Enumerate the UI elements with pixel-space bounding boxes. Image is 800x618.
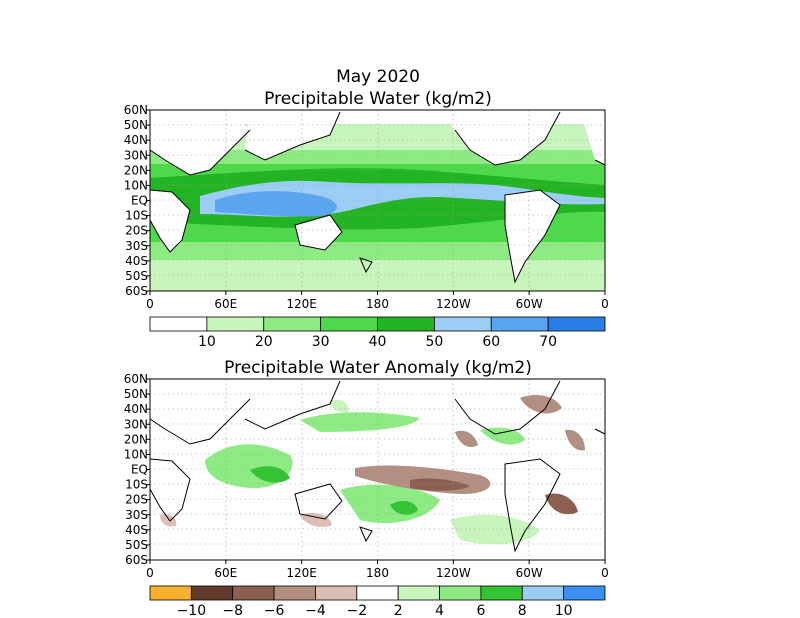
top-lat-label: 50N [124,118,148,132]
figure-title: May 2020 [336,67,420,87]
top-colorbar-swatch [206,316,265,332]
bottom-colorbar-label: −4 [305,603,326,618]
bottom-lat-label: 20N [124,432,148,446]
bottom-lat-label: 40N [124,402,148,416]
bottom-lat-label: 40S [125,523,148,537]
bottom-colorbar-label: −8 [222,603,243,618]
bottom-colorbar-label: 8 [518,603,527,618]
top-lat-label: 30N [124,148,148,162]
top-colorbar-swatch [547,316,606,332]
bottom-lat-label: 50S [125,538,148,552]
top-lat-label: 20N [124,163,148,177]
top-colorbar-label: 60 [482,334,500,350]
top-colorbar-label: 70 [539,334,557,350]
top-colorbar-swatch [490,316,549,332]
top-lon-label: 0 [601,297,609,311]
top-colorbar-label: 40 [369,334,387,350]
top-lat-label: 20S [125,224,148,238]
top-map-gridlines [150,110,605,291]
bottom-colorbar-label: 4 [435,603,444,618]
bottom-colorbar-swatch [273,585,316,601]
bottom-colorbar-swatch [190,585,234,601]
top-colorbar-swatch [263,316,322,332]
bottom-lat-label: 10S [125,478,148,492]
bottom-colorbar-swatch [315,585,358,601]
bottom-lat-label: EQ [131,463,148,477]
bottom-lon-label: 60E [214,566,237,580]
top-lon-label: 180 [366,297,389,311]
bottom-lon-label: 120W [436,566,471,580]
top-colorbar: 10 20 30 40 50 60 70 [149,316,606,350]
bottom-colorbar-swatch [149,585,192,601]
top-colorbar-swatch [320,316,378,332]
bottom-colorbar-swatch [232,585,275,601]
top-lat-label: 50S [125,269,148,283]
bottom-lon-label: 180 [366,566,389,580]
bottom-colorbar-label: −10 [177,603,207,618]
bottom-lat-label: 30N [124,417,148,431]
top-colorbar-label: 30 [312,334,330,350]
top-lat-label: 30S [125,239,148,253]
bottom-colorbar-swatch [480,585,523,601]
top-lat-label: 10S [125,209,148,223]
bottom-lat-label: 60N [124,372,148,386]
bottom-colorbar-label: 2 [394,603,403,618]
top-colorbar-swatch [433,316,492,332]
bottom-colorbar-swatch [439,585,482,601]
top-colorbar-label: 10 [198,334,216,350]
bottom-lat-label: 20S [125,493,148,507]
top-panel-title: Precipitable Water (kg/m2) [264,89,492,109]
bottom-lat-label: 60S [125,553,148,567]
top-lat-label: 60S [125,284,148,298]
top-map-coastlines [149,111,606,284]
bottom-map-gridlines [150,379,605,560]
bottom-colorbar: −10 −8 −6 −4 −2 2 4 6 8 10 [149,585,606,618]
bottom-map-coastlines [149,380,606,553]
top-lon-label: 60W [516,297,543,311]
top-lon-label: 120E [286,297,317,311]
top-lat-label: EQ [131,194,148,208]
bottom-lat-label: 10N [124,447,148,461]
top-colorbar-swatch [149,316,208,332]
top-lat-label: 10N [124,178,148,192]
top-lon-label: 0 [146,297,154,311]
top-lat-label: 40S [125,254,148,268]
top-colorbar-swatch [377,316,435,332]
bottom-lon-label: 0 [601,566,609,580]
bottom-colorbar-label: 6 [476,603,485,618]
top-lon-label: 60E [214,297,237,311]
top-lat-label: 40N [124,133,148,147]
bottom-colorbar-swatch [397,585,440,601]
bottom-colorbar-label: −6 [264,603,285,618]
bottom-lon-label: 60W [516,566,543,580]
top-lat-label: 60N [124,103,148,117]
bottom-colorbar-label: 10 [555,603,573,618]
top-lon-label: 120W [436,297,471,311]
bottom-lat-label: 30S [125,508,148,522]
bottom-lat-label: 50N [124,387,148,401]
bottom-colorbar-swatch [563,585,606,601]
bottom-panel-title: Precipitable Water Anomaly (kg/m2) [224,358,532,378]
top-map-field [150,110,605,291]
bottom-colorbar-swatch [521,585,565,601]
bottom-lon-label: 120E [286,566,317,580]
bottom-lon-label: 0 [146,566,154,580]
bottom-colorbar-label: −2 [346,603,367,618]
top-colorbar-label: 20 [255,334,273,350]
top-colorbar-label: 50 [425,334,443,350]
bottom-colorbar-swatch [356,585,399,601]
